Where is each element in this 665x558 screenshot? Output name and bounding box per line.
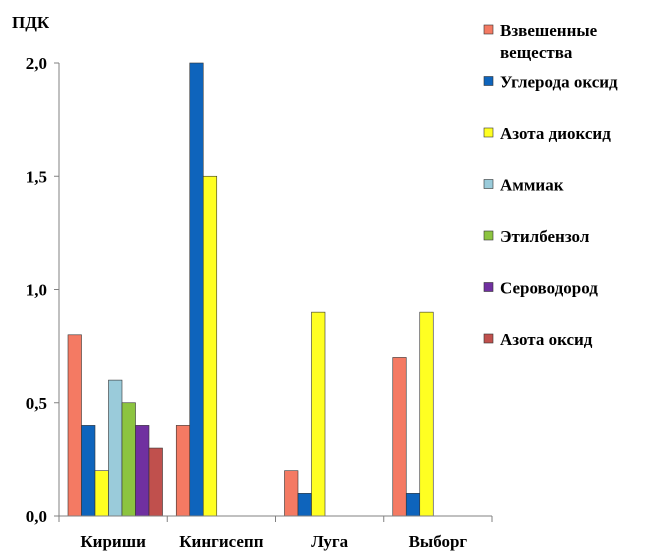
x-tick-label: Кириши — [80, 532, 146, 551]
bar — [392, 357, 407, 517]
bar — [135, 425, 150, 517]
bar — [94, 470, 109, 517]
bar — [419, 311, 434, 517]
bar — [108, 379, 123, 517]
x-tick-label: Луга — [311, 532, 348, 551]
y-tick-label: 1,0 — [26, 281, 47, 300]
legend-swatch — [483, 24, 494, 35]
bar — [67, 334, 82, 517]
y-tick-label: 0,0 — [26, 507, 47, 526]
bar — [311, 311, 326, 517]
legend-label: Азота диоксид — [500, 124, 611, 143]
bar — [284, 470, 299, 517]
bar — [189, 62, 204, 517]
bar — [121, 402, 136, 517]
y-tick-label: 1,5 — [26, 167, 47, 186]
bar — [175, 425, 191, 517]
legend-swatch — [483, 179, 494, 189]
bar — [148, 447, 163, 517]
legend-label: Взвешенные вещества — [500, 21, 598, 62]
legend-swatch — [483, 333, 494, 344]
legend-label: Азота оксид — [500, 330, 593, 349]
y-axis-label: ПДК — [12, 13, 50, 32]
bar — [81, 425, 96, 517]
bar — [202, 175, 218, 517]
x-tick-label: Выборг — [409, 532, 468, 551]
y-tick-label: 0,5 — [26, 394, 47, 413]
bar — [405, 493, 421, 517]
x-tick-label: Кингисепп — [179, 532, 264, 551]
bar — [297, 493, 312, 517]
y-tick-label: 2,0 — [26, 54, 47, 73]
legend-label: Углерода оксид — [500, 73, 618, 92]
legend-swatch — [483, 76, 494, 86]
legend-swatch — [483, 230, 494, 241]
legend-label: Аммиак — [500, 176, 564, 195]
legend-label: Сероводород — [500, 279, 598, 298]
legend-label: Этилбензол — [500, 227, 590, 246]
legend-swatch — [483, 282, 494, 292]
legend-swatch — [483, 127, 494, 138]
